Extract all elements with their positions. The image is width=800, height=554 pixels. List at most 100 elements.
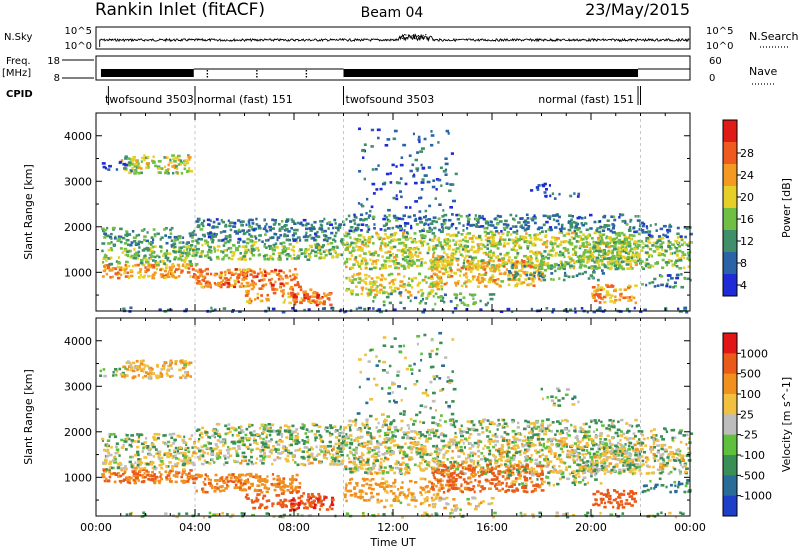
power-cell [380, 266, 385, 270]
power-cell [191, 236, 194, 239]
power-cell [668, 285, 672, 289]
velocity-cell [183, 456, 188, 459]
velocity-cell [289, 509, 292, 512]
power-cell [399, 177, 403, 180]
power-cell [265, 230, 269, 233]
velocity-cell [317, 452, 321, 456]
power-cell [526, 260, 531, 264]
power-cell [683, 277, 686, 280]
power-cell [434, 292, 438, 295]
power-cell [182, 162, 187, 166]
velocity-cell [305, 441, 309, 444]
velocity-cell [196, 455, 201, 459]
power-cell [666, 282, 669, 286]
power-cell [133, 165, 136, 168]
power-cell [314, 254, 318, 258]
power-cell [578, 246, 582, 250]
power-cell [327, 227, 330, 230]
power-cell [569, 266, 572, 269]
power-cell [155, 267, 159, 271]
velocity-cell [115, 442, 119, 445]
power-cell [185, 308, 188, 311]
velocity-cell [218, 452, 222, 455]
power-cell [618, 263, 621, 266]
power-cell [518, 273, 522, 277]
power-cell [632, 234, 636, 238]
power-cell [363, 238, 367, 242]
power-cell [137, 254, 141, 257]
power-cell [163, 228, 166, 231]
power-cell [443, 259, 447, 263]
power-cell [363, 252, 367, 255]
power-cell [135, 162, 138, 166]
velocity-cell [330, 460, 334, 463]
power-cell [380, 273, 384, 277]
power-cell [441, 259, 446, 262]
power-cell [289, 274, 292, 278]
power-cell [637, 244, 642, 247]
velocity-cell [199, 455, 202, 458]
power-cell [363, 217, 368, 221]
power-cell [387, 273, 391, 277]
power-cell [285, 282, 289, 285]
power-cell [383, 243, 387, 247]
power-cell [319, 296, 323, 300]
power-cell [421, 310, 426, 314]
velocity-cell [290, 480, 294, 483]
velocity-cell [134, 453, 138, 457]
power-cell [486, 239, 491, 243]
power-cell [522, 260, 526, 263]
power-cell [601, 297, 605, 301]
power-cell [657, 245, 661, 249]
power-cell [107, 248, 111, 252]
power-cell [295, 228, 299, 232]
velocity-cell [241, 443, 244, 447]
power-cell [544, 268, 547, 272]
power-cell [314, 232, 317, 236]
power-cell [164, 234, 167, 237]
power-cell [393, 289, 396, 293]
power-cell [109, 276, 112, 279]
velocity-cell [124, 367, 127, 370]
power-cell [282, 271, 285, 274]
velocity-cell [139, 359, 144, 363]
velocity-cell [270, 452, 273, 455]
power-cell [290, 257, 293, 260]
velocity-cell [102, 468, 106, 471]
power-cell [574, 221, 578, 225]
power-cell [275, 288, 279, 291]
power-cell [321, 220, 324, 223]
power-cell [117, 271, 120, 274]
power-cell [469, 270, 473, 273]
power-cell [631, 251, 635, 254]
power-cell [231, 254, 235, 258]
power-cell [545, 188, 548, 191]
power-cell [219, 250, 223, 253]
power-cell [551, 310, 554, 314]
power-cell [254, 298, 257, 301]
power-cell [128, 233, 132, 236]
power-cell [405, 231, 409, 234]
power-cell [446, 238, 450, 241]
velocity-cell [195, 489, 198, 493]
velocity-cell [289, 491, 294, 494]
power-cell [199, 228, 204, 231]
power-cell [284, 249, 288, 252]
power-cell [486, 236, 491, 240]
power-cell [152, 160, 156, 163]
velocity-cell [157, 455, 161, 459]
power-cell [627, 252, 630, 256]
power-cell [655, 229, 658, 232]
power-cell [407, 262, 411, 266]
power-cell [358, 239, 361, 243]
power-cell [140, 258, 144, 262]
velocity-cell [126, 480, 130, 484]
velocity-cell [334, 463, 338, 466]
power-cell [648, 281, 651, 285]
power-cell [360, 267, 363, 270]
power-cell [340, 253, 344, 257]
power-cell [662, 224, 667, 228]
power-cell [625, 296, 629, 299]
velocity-cell [215, 454, 219, 458]
power-cell [251, 218, 254, 222]
